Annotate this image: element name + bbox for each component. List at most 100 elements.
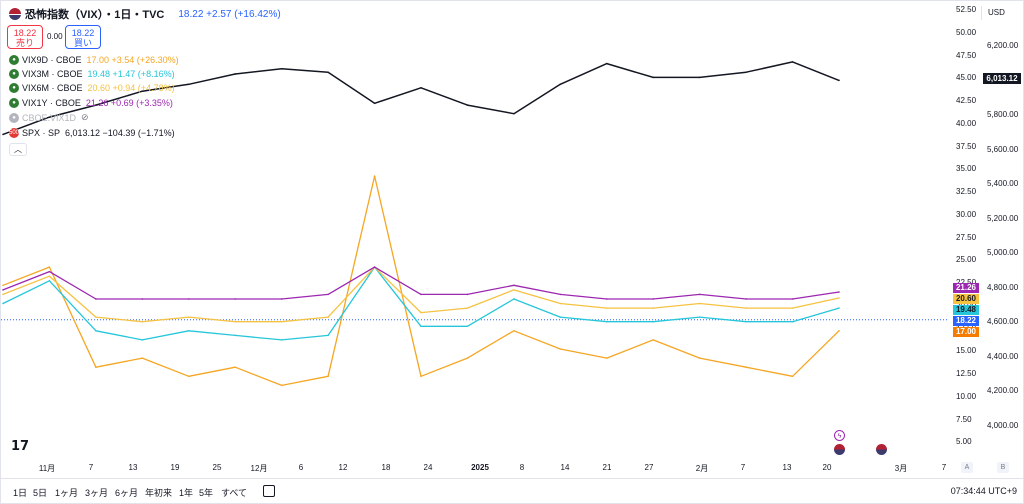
data-point <box>234 320 237 323</box>
us-flag-event-icon[interactable] <box>876 444 887 455</box>
data-point <box>466 293 469 296</box>
data-point <box>373 266 376 268</box>
range-ytd[interactable]: 年初来 <box>145 488 173 498</box>
chart-plot-area[interactable] <box>1 1 949 459</box>
cboe-icon: ● <box>9 112 19 123</box>
data-point <box>141 298 144 300</box>
auto-scale-button[interactable]: A <box>961 462 973 473</box>
y-tick-left: 50.00 <box>956 27 977 37</box>
data-point <box>420 86 422 89</box>
spread-value: 0.00 <box>47 32 63 41</box>
legend-item-vix1d[interactable]: ● CBOE:VIX1D ⊘ <box>9 111 93 124</box>
symbol-title[interactable]: 恐怖指数（VIX）・1日・TVC <box>25 9 165 21</box>
data-point <box>745 307 747 309</box>
data-point <box>141 320 144 323</box>
x-tick: 24 <box>423 463 433 472</box>
data-point <box>559 316 562 318</box>
lightning-event-icon[interactable]: ϟ <box>834 430 845 441</box>
x-tick: 2025 <box>471 463 489 472</box>
data-point <box>838 307 840 309</box>
data-point <box>605 307 608 309</box>
data-point <box>2 289 4 291</box>
data-point <box>745 320 747 323</box>
data-point <box>838 297 840 299</box>
clock-time[interactable]: 07:34:44 UTC+9 <box>950 486 1017 496</box>
data-point <box>141 90 144 93</box>
data-point <box>187 83 190 86</box>
x-tick: 11月 <box>38 464 56 473</box>
data-point <box>420 325 422 328</box>
legend-item-vix6m[interactable]: ● VIX6M · CBOE 20.60 +0.94 (+4.78%) <box>9 81 179 94</box>
data-point <box>280 298 283 300</box>
data-point <box>280 320 283 323</box>
data-point <box>745 298 747 300</box>
data-point <box>327 71 329 74</box>
range-6m[interactable]: 6ヶ月 <box>115 488 139 498</box>
chart-svg[interactable] <box>1 1 949 459</box>
legend-collapse-button[interactable]: ︿ <box>9 143 27 156</box>
legend-item-spx[interactable]: 500 SPX · SP 6,013.12 −104.39 (−1.71%) <box>9 126 179 139</box>
badge-vix9d: 17.00 <box>953 327 979 337</box>
y-tick-left: 45.00 <box>956 73 977 83</box>
range-5d[interactable]: 5日 <box>33 488 48 498</box>
legend-value: 6,013.12 −104.39 (−1.71%) <box>65 127 175 138</box>
y-tick-right: 4,000.00 <box>987 420 1019 430</box>
data-point <box>652 76 655 79</box>
x-tick: 21 <box>602 463 612 472</box>
data-point <box>791 298 794 300</box>
y-tick-left: 5.00 <box>956 437 972 447</box>
cboe-icon: ● <box>9 97 19 108</box>
range-1m[interactable]: 1ヶ月 <box>55 488 79 498</box>
cboe-icon: ● <box>9 82 19 93</box>
x-tick: 7 <box>88 463 94 472</box>
y-tick-left: 35.00 <box>956 164 977 174</box>
y-tick-left: 32.50 <box>956 187 977 196</box>
legend-item-vix9d[interactable]: ● VIX9D · CBOE 17.00 +3.54 (+26.30%) <box>9 53 183 66</box>
range-1d[interactable]: 1日 <box>13 488 28 498</box>
data-point <box>513 298 515 300</box>
legend-symbol: VIX6M · CBOE <box>22 82 83 93</box>
hidden-eye-icon[interactable]: ⊘ <box>81 112 89 122</box>
range-5y[interactable]: 5年 <box>199 488 214 498</box>
y-tick-left: 15.00 <box>956 346 977 356</box>
y-tick-right: 5,200.00 <box>987 213 1019 223</box>
data-point <box>466 325 469 328</box>
data-point <box>327 293 329 296</box>
x-tick: 25 <box>212 463 222 472</box>
calendar-icon[interactable] <box>263 485 275 497</box>
sell-button[interactable]: 18.22 売り <box>7 25 43 49</box>
y-tick-right: 4,200.00 <box>987 386 1019 395</box>
y-tick-left: 52.50 <box>956 5 977 14</box>
tradingview-logo[interactable]: 𝟭𝟳 <box>11 439 30 454</box>
data-point <box>48 279 51 282</box>
data-point <box>698 357 701 359</box>
range-all[interactable]: すべて <box>221 488 248 498</box>
x-tick: 20 <box>822 463 832 472</box>
y-tick-left: 47.50 <box>956 50 977 60</box>
badge-spx: 6,013.12 <box>983 73 1021 84</box>
legend-item-vix1y[interactable]: ● VIX1Y · CBOE 21.26 +0.69 (+3.35%) <box>9 96 177 109</box>
data-point <box>187 330 190 332</box>
range-1y[interactable]: 1年 <box>179 488 194 498</box>
y-tick-right: 5,400.00 <box>987 179 1019 188</box>
log-scale-button[interactable]: B <box>997 462 1009 473</box>
x-tick: 14 <box>560 463 570 472</box>
range-3m[interactable]: 3ヶ月 <box>85 488 109 498</box>
buy-button[interactable]: 18.22 買い <box>65 25 101 49</box>
us-flag-event-icon[interactable] <box>834 444 845 455</box>
data-point <box>141 339 144 341</box>
legend-item-vix3m[interactable]: ● VIX3M · CBOE 19.48 +1.47 (+8.16%) <box>9 67 179 80</box>
data-point <box>466 104 469 106</box>
data-point <box>698 302 701 305</box>
legend-symbol: VIX1Y · CBOE <box>22 97 81 108</box>
data-point <box>2 284 4 287</box>
data-point <box>48 266 51 268</box>
data-point <box>327 375 329 378</box>
data-point <box>652 320 655 323</box>
y-tick-left: 42.50 <box>956 96 977 105</box>
legend-value: 19.48 +1.47 (+8.16%) <box>87 68 175 79</box>
y-tick-right: 5,000.00 <box>987 248 1019 257</box>
badge-vix6m: 20.60 <box>953 294 979 304</box>
y-tick-left: 7.50 <box>956 414 972 424</box>
currency-selector[interactable]: USD <box>981 6 1021 20</box>
